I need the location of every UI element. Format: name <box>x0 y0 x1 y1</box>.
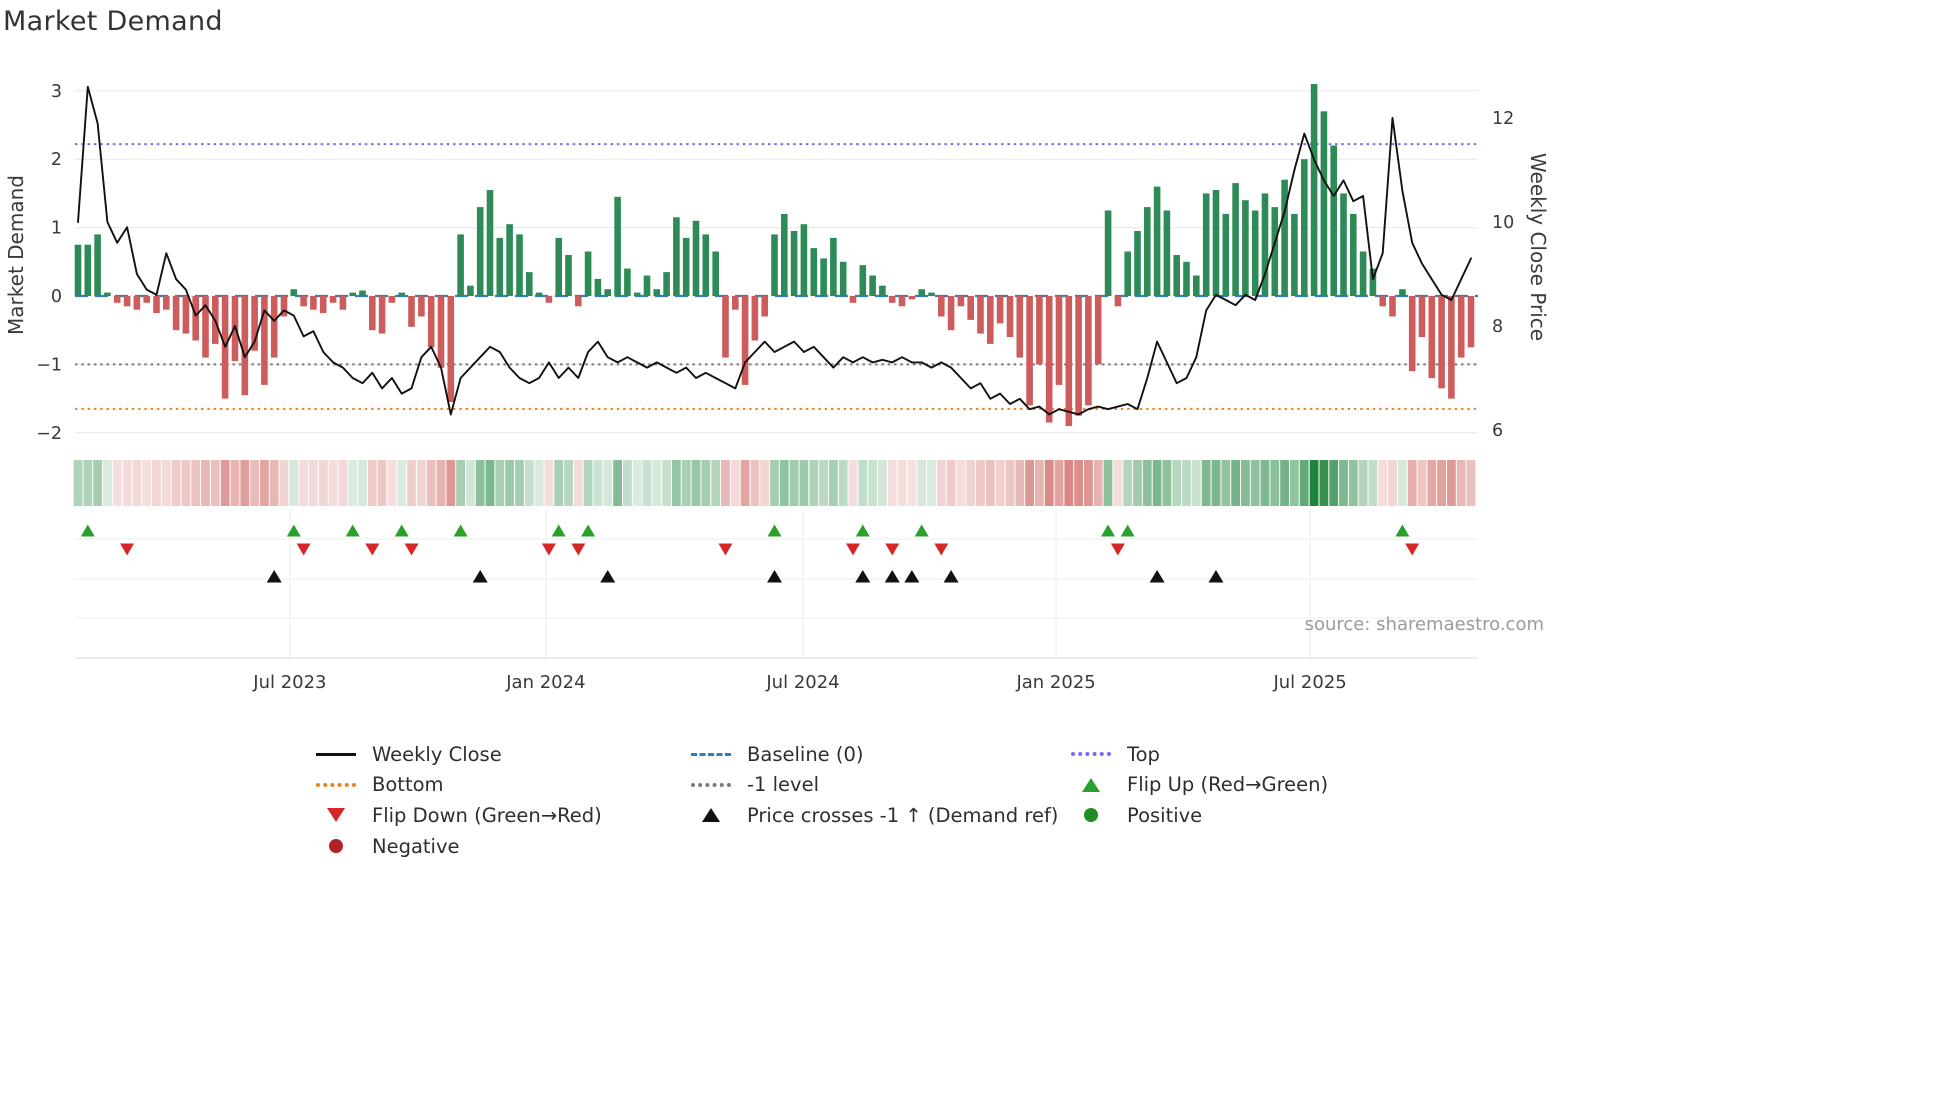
svg-text:10: 10 <box>1492 213 1514 233</box>
legend-item-baseline: Baseline (0) <box>690 739 1058 770</box>
flip-down-triangle-icon <box>541 543 556 556</box>
flip-up-triangle-icon <box>855 524 870 537</box>
legend-item-weekly-close: Weekly Close <box>315 739 602 770</box>
price-cross-triangle-icon <box>1149 570 1165 583</box>
svg-text:12: 12 <box>1492 109 1514 129</box>
minus-one-line-icon <box>690 782 732 787</box>
legend-label: Flip Down (Green→Red) <box>372 803 602 827</box>
price-cross-triangle-icon <box>767 570 783 583</box>
flip-down-triangle-icon <box>1405 543 1420 556</box>
flip-down-triangle-icon <box>120 543 135 556</box>
flip-up-triangle-icon <box>581 524 596 537</box>
legend-label: Weekly Close <box>372 742 502 766</box>
flip-up-triangle-icon <box>453 524 468 537</box>
legend-label: Price crosses -1 ↑ (Demand ref) <box>747 803 1059 827</box>
flip-up-triangle-icon <box>767 524 782 537</box>
svg-text:Jul 2025: Jul 2025 <box>1272 672 1346 693</box>
legend-column-3: Top Flip Up (Red→Green) Positive <box>1070 739 1328 831</box>
bottom-line-icon <box>315 782 357 787</box>
price-cross-triangle-icon <box>690 808 732 823</box>
legend-item-top: Top <box>1070 739 1328 770</box>
flip-up-markers <box>80 524 1410 537</box>
svg-text:8: 8 <box>1492 317 1503 337</box>
flip-down-triangle-icon <box>404 543 419 556</box>
source-text: source: sharemaestro.com <box>1304 614 1544 635</box>
lower-panel-gridlines <box>75 509 1478 659</box>
flip-down-triangle-icon <box>934 543 949 556</box>
svg-text:−1: −1 <box>36 355 62 375</box>
flip-up-triangle-icon <box>1395 524 1410 537</box>
flip-down-triangle-icon <box>845 543 860 556</box>
legend-item-flip-down: Flip Down (Green→Red) <box>315 800 602 831</box>
demand-heatmap <box>73 460 1476 506</box>
flip-up-triangle-icon <box>394 524 409 537</box>
svg-text:6: 6 <box>1492 421 1503 441</box>
legend-item-bottom: Bottom <box>315 770 602 801</box>
legend-column-1: Weekly Close Bottom Flip Down (Green→Red… <box>315 739 602 861</box>
negative-dot-icon <box>315 839 357 854</box>
flip-down-triangle-icon <box>885 543 900 556</box>
price-cross-triangle-icon <box>266 570 282 583</box>
svg-text:Jul 2024: Jul 2024 <box>765 672 839 693</box>
legend-item-negative: Negative <box>315 831 602 862</box>
flip-down-triangle-icon <box>315 808 357 823</box>
flip-down-triangle-icon <box>296 543 311 556</box>
legend-item-minus-one-level: -1 level <box>690 770 1058 801</box>
price-line <box>77 85 1472 416</box>
chart-title: Market Demand <box>3 6 223 37</box>
legend-label: Negative <box>372 834 460 858</box>
price-cross-triangle-icon <box>855 570 871 583</box>
flip-down-triangle-icon <box>1110 543 1125 556</box>
x-tick-labels: Jul 2023 Jan 2024 Jul 2024 Jan 2025 Jul 2025 <box>252 672 1346 693</box>
flip-down-triangle-icon <box>571 543 586 556</box>
price-cross-triangle-icon <box>884 570 900 583</box>
legend-label: Flip Up (Red→Green) <box>1127 773 1329 797</box>
flip-down-triangle-icon <box>365 543 380 556</box>
price-cross-triangle-icon <box>600 570 616 583</box>
price-cross-markers <box>266 570 1224 583</box>
flip-down-markers <box>120 543 1420 556</box>
flip-down-triangle-icon <box>718 543 733 556</box>
flip-up-triangle-icon <box>80 524 95 537</box>
flip-up-triangle-icon <box>286 524 301 537</box>
flip-up-triangle-icon <box>1070 777 1112 792</box>
legend-label: Positive <box>1127 803 1203 827</box>
flip-up-triangle-icon <box>914 524 929 537</box>
svg-text:Jul 2023: Jul 2023 <box>252 672 326 693</box>
svg-text:Jan 2025: Jan 2025 <box>1015 672 1095 693</box>
svg-text:0: 0 <box>51 287 62 307</box>
legend-label: Bottom <box>372 773 444 797</box>
legend-item-positive: Positive <box>1070 800 1328 831</box>
legend-label: -1 level <box>747 773 820 797</box>
svg-text:1: 1 <box>51 219 62 239</box>
weekly-close-line-icon <box>315 752 357 756</box>
price-cross-triangle-icon <box>904 570 920 583</box>
legend-item-price-crosses: Price crosses -1 ↑ (Demand ref) <box>690 800 1058 831</box>
flip-up-triangle-icon <box>1101 524 1116 537</box>
legend-label: Top <box>1127 742 1160 766</box>
legend-column-2: Baseline (0) -1 level Price crosses -1 ↑… <box>690 739 1058 831</box>
svg-text:2: 2 <box>51 150 62 170</box>
positive-dot-icon <box>1070 808 1112 823</box>
demand-bars <box>74 84 1475 426</box>
left-tick-labels: 3 2 1 0 −1 −2 <box>36 82 62 444</box>
price-cross-triangle-icon <box>943 570 959 583</box>
svg-text:3: 3 <box>51 82 62 102</box>
legend-label: Baseline (0) <box>747 742 864 766</box>
legend-item-flip-up: Flip Up (Red→Green) <box>1070 770 1328 801</box>
top-line-icon <box>1070 752 1112 757</box>
svg-text:−2: −2 <box>36 424 62 444</box>
flip-up-triangle-icon <box>345 524 360 537</box>
right-tick-labels: 12 10 8 6 <box>1492 109 1514 441</box>
flip-up-triangle-icon <box>551 524 566 537</box>
baseline-line-icon <box>690 752 732 756</box>
price-cross-triangle-icon <box>472 570 488 583</box>
price-cross-triangle-icon <box>1208 570 1224 583</box>
svg-text:Jan 2024: Jan 2024 <box>505 672 585 693</box>
flip-up-triangle-icon <box>1120 524 1135 537</box>
